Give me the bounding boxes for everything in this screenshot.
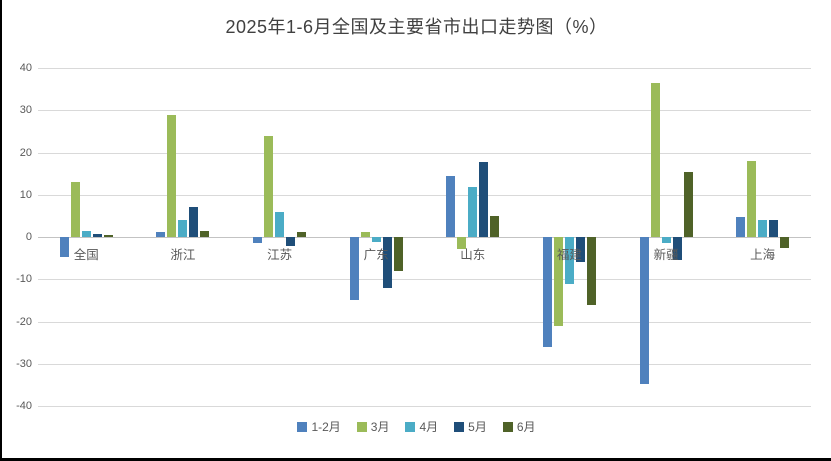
zero-axis-line xyxy=(38,237,811,238)
bar-3月-江苏 xyxy=(264,135,274,237)
bar-6月-山东 xyxy=(490,215,500,237)
bar-6月-上海 xyxy=(780,237,790,248)
bar-4月-山东 xyxy=(468,187,478,237)
legend-swatch-icon xyxy=(356,421,367,432)
y-tick-label: 20 xyxy=(19,146,32,159)
bar-4月-新疆 xyxy=(661,237,671,244)
category-label-浙江: 浙江 xyxy=(170,248,196,262)
y-tick-label: 10 xyxy=(19,188,32,201)
bar-1-2月-新疆 xyxy=(639,237,649,384)
bar-5月-广东 xyxy=(382,237,392,288)
legend-item-6月: 6月 xyxy=(502,418,536,435)
bar-3月-福建 xyxy=(553,237,563,326)
legend-label: 1-2月 xyxy=(311,420,341,434)
bar-4月-广东 xyxy=(371,237,381,243)
bar-3月-新疆 xyxy=(650,82,660,237)
legend-item-5月: 5月 xyxy=(454,418,487,435)
category-label-山东: 山东 xyxy=(460,248,486,262)
legend: 1-2月 3月 4月 5月 6月 xyxy=(2,418,831,435)
gridline xyxy=(38,321,811,323)
legend-item-4月: 4月 xyxy=(405,418,438,435)
y-tick-label: 30 xyxy=(19,104,32,117)
y-tick-label: 0 xyxy=(25,231,32,243)
gridline xyxy=(38,406,811,407)
bar-1-2月-上海 xyxy=(736,217,746,237)
bar-5月-全国 xyxy=(92,234,102,237)
bar-6月-全国 xyxy=(103,235,113,237)
bar-3月-上海 xyxy=(747,161,757,237)
bar-1-2月-福建 xyxy=(542,237,552,347)
category-label-广东: 广东 xyxy=(363,248,389,262)
y-tick-label: -20 xyxy=(16,315,32,328)
plot-area: 全国 浙江 江苏 广东 山东 福建 新疆 上海 xyxy=(38,68,811,407)
y-tick-label: -10 xyxy=(16,273,32,286)
category-label-全国: 全国 xyxy=(73,248,99,262)
legend-label: 6月 xyxy=(516,420,536,434)
bar-5月-福建 xyxy=(575,237,585,263)
category-label-上海: 上海 xyxy=(750,248,776,262)
gridline xyxy=(38,279,811,281)
bar-1-2月-浙江 xyxy=(156,232,166,237)
bar-4月-浙江 xyxy=(178,220,188,237)
bar-1-2月-山东 xyxy=(446,175,456,237)
category-label-江苏: 江苏 xyxy=(267,248,293,262)
bar-5月-江苏 xyxy=(286,237,296,247)
y-tick-label: -40 xyxy=(16,400,32,412)
legend-swatch-icon xyxy=(454,421,465,432)
bar-5月-上海 xyxy=(769,220,779,237)
category-label-新疆: 新疆 xyxy=(653,248,679,262)
gridline xyxy=(38,110,811,112)
bar-3月-广东 xyxy=(360,231,370,237)
bar-5月-山东 xyxy=(479,161,489,237)
chart-title: 2025年1-6月全国及主要省市出口走势图（%） xyxy=(225,17,608,37)
gridline xyxy=(38,152,811,154)
gridline xyxy=(38,194,811,196)
legend-item-1-2月: 1-2月 xyxy=(297,418,341,435)
bar-6月-福建 xyxy=(586,237,596,305)
bar-4月-上海 xyxy=(758,220,768,237)
bar-4月-福建 xyxy=(564,237,574,284)
legend-swatch-icon xyxy=(297,421,308,432)
bar-3月-全国 xyxy=(70,182,80,237)
legend-item-3月: 3月 xyxy=(356,418,390,435)
y-tick-label: 40 xyxy=(19,62,32,74)
legend-swatch-icon xyxy=(405,421,416,432)
legend-label: 4月 xyxy=(419,420,439,434)
bar-6月-江苏 xyxy=(297,231,307,237)
bar-4月-全国 xyxy=(81,230,91,237)
bar-1-2月-全国 xyxy=(59,237,69,257)
y-tick-label: -30 xyxy=(16,357,32,370)
legend-swatch-icon xyxy=(502,421,513,432)
gridline xyxy=(38,68,811,69)
legend-label: 3月 xyxy=(370,420,390,434)
legend-label: 5月 xyxy=(468,420,487,434)
bar-1-2月-江苏 xyxy=(253,237,263,244)
bar-3月-浙江 xyxy=(167,114,177,237)
bar-6月-广东 xyxy=(393,237,403,271)
bar-5月-浙江 xyxy=(189,206,199,237)
bar-5月-新疆 xyxy=(672,237,682,261)
gridline xyxy=(38,363,811,365)
bar-3月-山东 xyxy=(457,237,467,249)
bar-6月-浙江 xyxy=(200,230,210,237)
bar-4月-江苏 xyxy=(275,211,285,237)
bar-1-2月-广东 xyxy=(349,237,359,300)
bar-6月-新疆 xyxy=(683,171,693,237)
